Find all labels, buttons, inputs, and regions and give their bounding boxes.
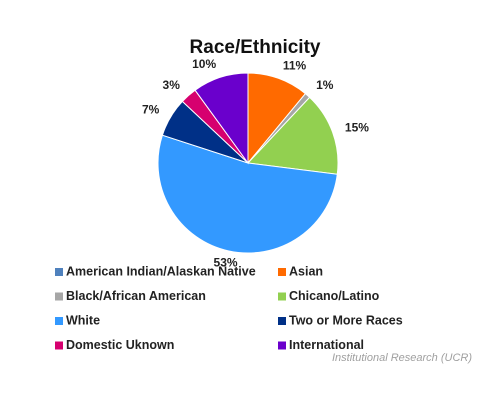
legend-label: Domestic Uknown (66, 338, 174, 352)
legend-swatch (55, 317, 63, 325)
legend-label: Black/African American (66, 289, 206, 303)
data-label: 3% (163, 78, 181, 92)
legend-swatch (278, 341, 286, 350)
data-label: 10% (192, 57, 216, 71)
legend-label: White (66, 313, 100, 327)
legend-label: American Indian/Alaskan Native (66, 264, 256, 278)
chart-title: Race/Ethnicity (190, 37, 321, 58)
pie-slice (246, 96, 339, 175)
data-label: 1% (316, 78, 334, 92)
data-label: 7% (142, 103, 160, 117)
pie-slice (194, 72, 249, 165)
legend-label: International (289, 338, 364, 352)
legend-label: Two or More Races (289, 313, 403, 327)
legend-label: Chicano/Latino (289, 289, 380, 303)
legend-label: Asian (289, 264, 323, 278)
legend-swatch (55, 341, 63, 350)
legend-swatch (55, 292, 63, 301)
legend-swatch (278, 268, 286, 276)
data-label: 15% (345, 120, 369, 134)
legend-swatch (55, 268, 63, 276)
legend-swatch (278, 317, 286, 325)
source-note: Institutional Research (UCR) (332, 352, 472, 364)
legend-swatch (278, 292, 286, 301)
data-label: 11% (283, 58, 307, 72)
pie-slice (157, 134, 338, 254)
data-label: 53% (214, 256, 238, 270)
